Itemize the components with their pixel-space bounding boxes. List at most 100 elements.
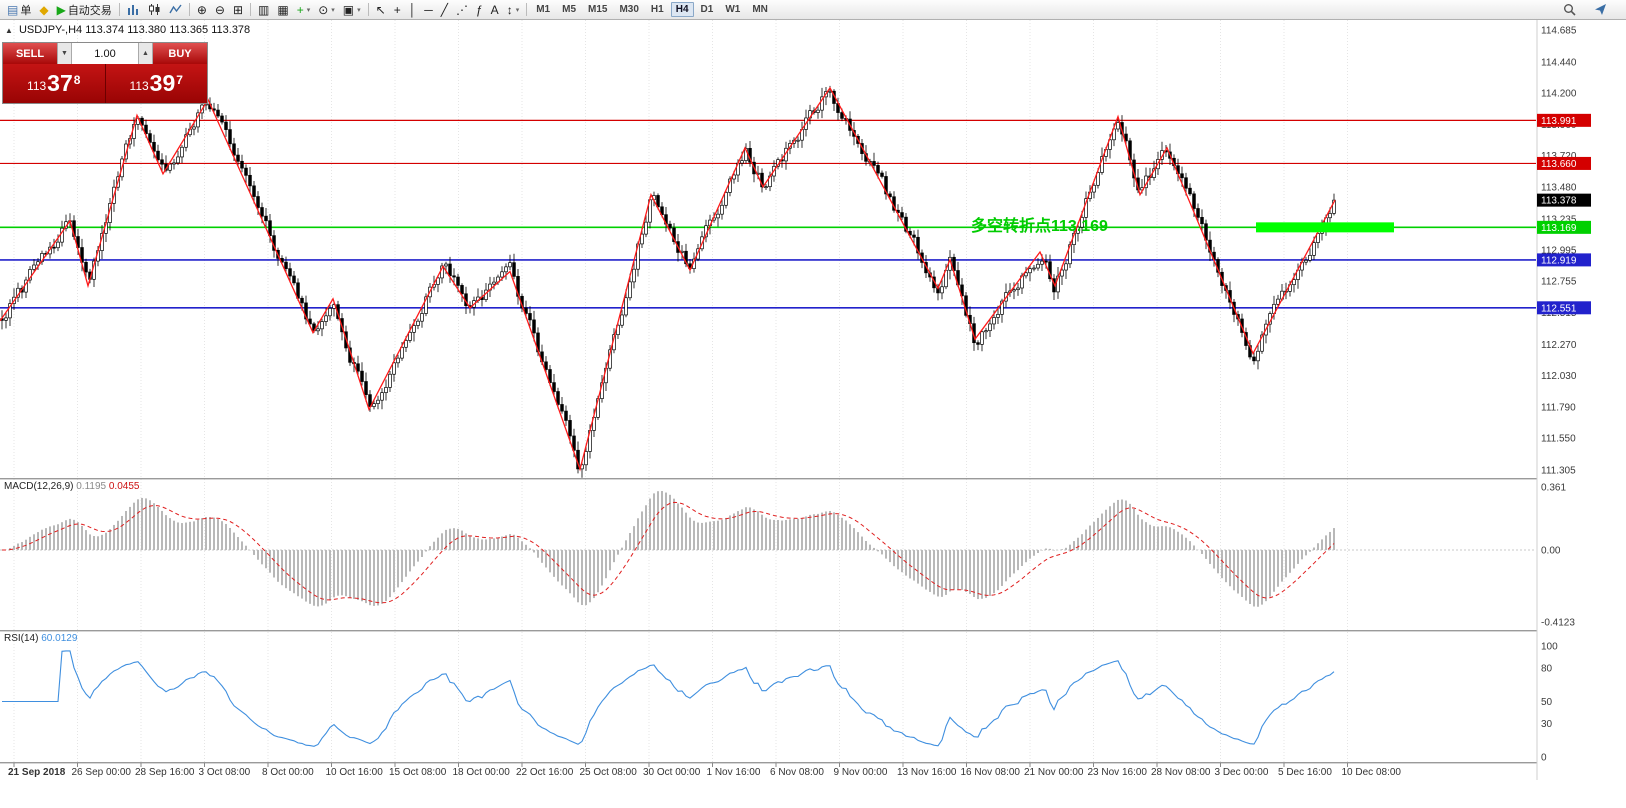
toolbar-separator	[118, 3, 120, 16]
rsi-name: RSI(14)	[4, 633, 39, 644]
zoom-out-button[interactable]: ⊖	[211, 0, 229, 19]
svg-text:111.305: 111.305	[1541, 466, 1576, 477]
svg-text:22 Oct 16:00: 22 Oct 16:00	[516, 767, 574, 778]
time-axis[interactable]: 21 Sep 2018 26 Sep 00:00 28 Sep 16:00 3 Oct…	[8, 763, 1401, 778]
svg-text:8 Oct 00:00: 8 Oct 00:00	[262, 767, 314, 778]
timeframe-h4[interactable]: H4	[670, 2, 694, 17]
svg-text:113.660: 113.660	[1541, 159, 1577, 170]
svg-text:18 Oct 00:00: 18 Oct 00:00	[453, 767, 511, 778]
search-button[interactable]	[1559, 0, 1580, 19]
toolbar-separator	[188, 3, 190, 16]
svg-text:10 Dec 08:00: 10 Dec 08:00	[1342, 767, 1402, 778]
svg-text:9 Nov 00:00: 9 Nov 00:00	[834, 767, 888, 778]
horizontal-line-button[interactable]: ─	[420, 0, 437, 19]
sell-button[interactable]: SELL	[3, 43, 57, 64]
svg-text:3 Dec 00:00: 3 Dec 00:00	[1215, 767, 1269, 778]
collapse-triangle-icon[interactable]: ▲	[5, 26, 13, 35]
new-order-button[interactable]: ▤ 单	[3, 0, 35, 19]
svg-text:16 Nov 08:00: 16 Nov 08:00	[961, 767, 1021, 778]
timeframe-m30[interactable]: M30	[619, 4, 639, 15]
buy-button[interactable]: BUY	[153, 43, 207, 64]
vertical-line-icon: │	[408, 2, 417, 17]
green-zone-rect	[1256, 222, 1394, 233]
arrows-button[interactable]: ↕ ▾	[503, 0, 524, 19]
svg-text:114.200: 114.200	[1541, 89, 1577, 100]
timeframe-m15[interactable]: M15	[588, 4, 608, 15]
template-button[interactable]: ▣ ▾	[339, 0, 365, 19]
autotrading-button[interactable]: ▶ 自动交易	[53, 0, 116, 19]
sell-price-main: 113	[27, 78, 47, 93]
buy-price-display[interactable]: 113 39 7	[104, 64, 207, 103]
svg-text:5 Dec 16:00: 5 Dec 16:00	[1278, 767, 1332, 778]
text-button[interactable]: A	[487, 0, 503, 19]
svg-text:80: 80	[1541, 664, 1553, 675]
svg-text:15 Oct 08:00: 15 Oct 08:00	[389, 767, 447, 778]
crosshair-button[interactable]: +	[390, 0, 405, 19]
macd-name: MACD(12,26,9)	[4, 481, 74, 492]
svg-text:111.550: 111.550	[1541, 434, 1576, 445]
svg-text:25 Oct 08:00: 25 Oct 08:00	[580, 767, 638, 778]
sell-price-display[interactable]: 113 37 8	[3, 64, 105, 103]
trendline-button[interactable]: ╱	[437, 0, 452, 19]
svg-text:30 Oct 00:00: 30 Oct 00:00	[643, 767, 701, 778]
channel-button[interactable]: ⋰	[452, 0, 472, 19]
zigzag-line	[0, 86, 1336, 472]
search-icon	[1564, 4, 1576, 16]
symbol-label: USDJPY-,H4	[18, 24, 83, 36]
svg-text:112.919: 112.919	[1541, 255, 1577, 266]
dropdown-caret-icon: ▾	[306, 6, 311, 14]
vertical-line-button[interactable]: │	[405, 0, 421, 19]
line-chart-button[interactable]	[165, 0, 186, 19]
candles	[0, 85, 1336, 478]
text-icon: A	[490, 2, 499, 17]
dropdown-caret-icon: ▾	[331, 6, 335, 14]
timeframe-w1[interactable]: W1	[725, 4, 741, 15]
grid-lines	[13, 20, 1348, 762]
timeframe-h1[interactable]: H1	[650, 4, 664, 15]
dropdown-caret-icon: ▾	[515, 6, 520, 14]
tile-windows-button[interactable]: ⊞	[229, 0, 247, 19]
svg-text:28 Sep 16:00: 28 Sep 16:00	[135, 767, 195, 778]
candlestick-chart-icon	[148, 4, 160, 15]
toolbar-separator	[367, 3, 369, 16]
svg-text:0: 0	[1541, 753, 1547, 764]
price-axis[interactable]: 114.685114.440114.200113.960113.720113.4…	[1536, 20, 1626, 780]
svg-text:111.790: 111.790	[1541, 402, 1576, 413]
horizontal-line-icon: ─	[424, 2, 433, 17]
bar-chart-button[interactable]	[123, 0, 144, 19]
buy-price-main: 113	[129, 78, 149, 93]
svg-text:113.720: 113.720	[1541, 151, 1577, 162]
cursor-button[interactable]: ↖	[372, 0, 390, 19]
new-chart-button[interactable]: + ▾	[293, 0, 315, 19]
svg-text:6 Nov 08:00: 6 Nov 08:00	[770, 767, 824, 778]
svg-text:113.991: 113.991	[1541, 116, 1577, 127]
timeframe-m1[interactable]: M1	[536, 4, 551, 15]
svg-text:21 Sep 2018: 21 Sep 2018	[8, 767, 66, 778]
volume-input[interactable]	[72, 43, 138, 64]
chart-shift-button[interactable]: ▦	[273, 0, 292, 19]
timeframe-m5[interactable]: M5	[562, 4, 577, 15]
template-icon: ▣	[342, 2, 355, 17]
candlestick-chart-button[interactable]	[144, 0, 165, 19]
fibonacci-button[interactable]: ƒ	[472, 0, 487, 19]
price-badges: 113.991 113.660 113.169 112.919 112.551 113.3…	[1537, 113, 1591, 315]
svg-text:112.755: 112.755	[1541, 277, 1577, 288]
mql-wizard-icon-button[interactable]: ◆	[35, 0, 52, 19]
svg-text:114.440: 114.440	[1541, 57, 1577, 68]
volume-decrease-button[interactable]: ▼	[57, 43, 72, 64]
send-button[interactable]	[1590, 0, 1611, 19]
volume-increase-button[interactable]: ▲	[138, 43, 153, 64]
svg-text:3 Oct 08:00: 3 Oct 08:00	[199, 767, 251, 778]
zoom-in-button[interactable]: ⊕	[193, 0, 211, 19]
timeframe-d1[interactable]: D1	[700, 4, 714, 15]
autotrading-icon: ▶	[56, 2, 66, 17]
new-order-button-label: 单	[20, 4, 32, 17]
period-button[interactable]: ⊙ ▾	[314, 0, 339, 19]
svg-text:26 Sep 00:00: 26 Sep 00:00	[72, 767, 132, 778]
line-chart-icon	[169, 4, 182, 14]
autotrading-button-label: 自动交易	[67, 4, 112, 17]
bar-chart-icon	[127, 5, 138, 15]
auto-scroll-button[interactable]: ▥	[254, 0, 273, 19]
timeframe-mn[interactable]: MN	[752, 4, 768, 15]
